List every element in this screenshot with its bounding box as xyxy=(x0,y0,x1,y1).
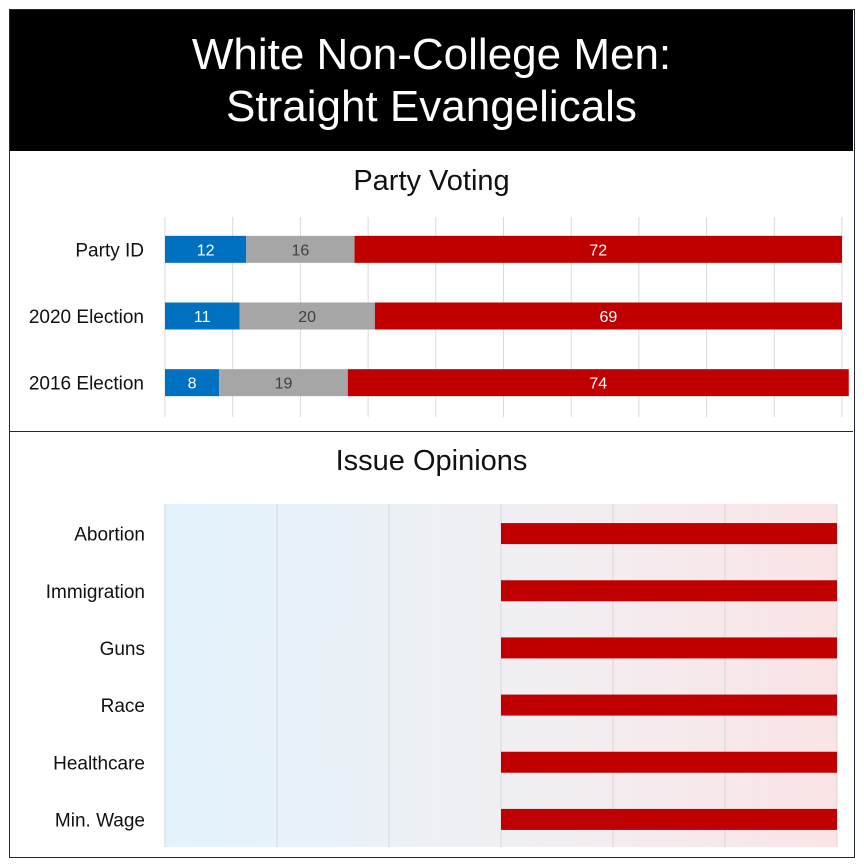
data-label: 8 xyxy=(188,376,197,393)
data-label: 69 xyxy=(600,309,618,326)
category-label: Abortion xyxy=(74,525,145,546)
bar-segment xyxy=(374,302,842,330)
issue-opinions-section: Issue Opinions Abortion Immigration Guns Ra… xyxy=(10,431,853,857)
category-label: Min. Wage xyxy=(55,810,145,831)
bar-segment xyxy=(239,302,375,330)
bar-segment xyxy=(165,302,240,330)
data-label: 20 xyxy=(298,309,316,326)
category-label: Party ID xyxy=(75,240,144,261)
issue-opinions-chart: Abortion Immigration Guns Race Healthcare Min… xyxy=(46,504,838,847)
header-title-line2: Straight Evangelicals xyxy=(226,81,637,131)
category-label: Immigration xyxy=(46,582,145,603)
header: White Non-College Men: Straight Evangeli… xyxy=(10,10,853,151)
bar-segment xyxy=(165,235,247,263)
bar-segment xyxy=(165,369,220,397)
party-voting-title: Party Voting xyxy=(353,165,510,197)
bar-segment xyxy=(219,369,348,397)
data-label: 12 xyxy=(197,242,215,259)
data-label: 11 xyxy=(194,309,211,326)
category-label: 2020 Election xyxy=(29,307,144,328)
opinion-bar xyxy=(501,580,837,602)
party-voting-section: Party Voting Party ID 12 16 72 2020 Election… xyxy=(10,151,853,431)
category-label: Healthcare xyxy=(53,753,145,774)
chart-frame: White Non-College Men: Straight Evangeli… xyxy=(9,9,855,858)
bar-segment xyxy=(246,235,355,263)
data-label: 16 xyxy=(292,242,310,259)
bar-segment xyxy=(354,235,842,263)
data-label: 74 xyxy=(589,376,607,393)
opinion-bar xyxy=(501,523,837,545)
bar-segment xyxy=(347,369,849,397)
party-voting-chart: Party ID 12 16 72 2020 Election 11 20 69 2016 El… xyxy=(29,217,849,417)
opinion-bar xyxy=(501,808,837,830)
category-label: 2016 Election xyxy=(29,374,144,395)
opinion-bar xyxy=(501,694,837,716)
data-label: 19 xyxy=(275,376,293,393)
category-label: Guns xyxy=(100,639,145,660)
data-label: 72 xyxy=(589,242,607,259)
opinion-bar xyxy=(501,751,837,773)
category-label: Race xyxy=(101,696,145,717)
opinion-bar xyxy=(501,637,837,659)
header-title-line1: White Non-College Men: xyxy=(191,29,672,79)
issue-opinions-title: Issue Opinions xyxy=(335,445,528,477)
